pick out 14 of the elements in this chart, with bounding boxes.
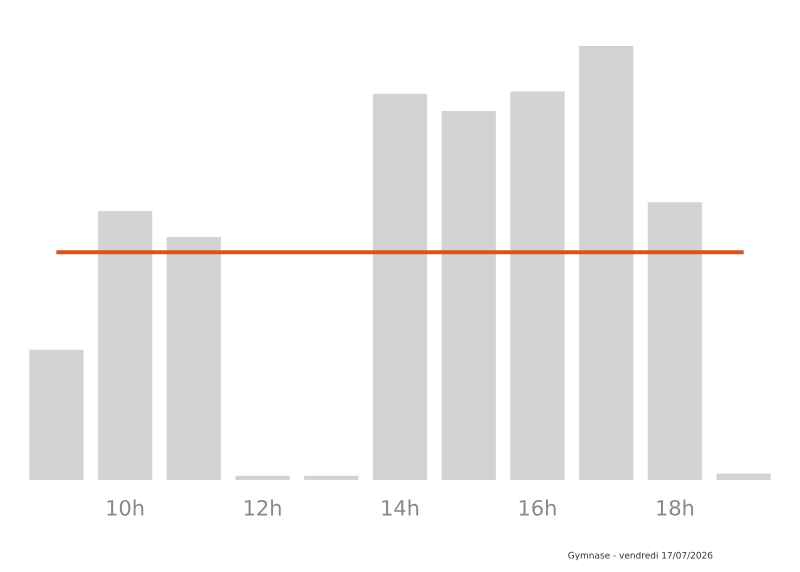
bar [29, 349, 84, 480]
bar [716, 473, 771, 480]
x-tick-label: 14h [382, 499, 419, 516]
bar [441, 111, 496, 480]
bar [647, 202, 703, 480]
x-tick-label: 18h [657, 499, 694, 516]
bar [97, 210, 153, 480]
bar [166, 236, 221, 480]
x-tick-label: 16h [519, 499, 556, 516]
x-tick-label: 10h [107, 499, 144, 516]
x-tick-label: 12h [244, 499, 281, 516]
bar [579, 45, 634, 480]
bar [510, 91, 565, 480]
bar [372, 93, 428, 480]
